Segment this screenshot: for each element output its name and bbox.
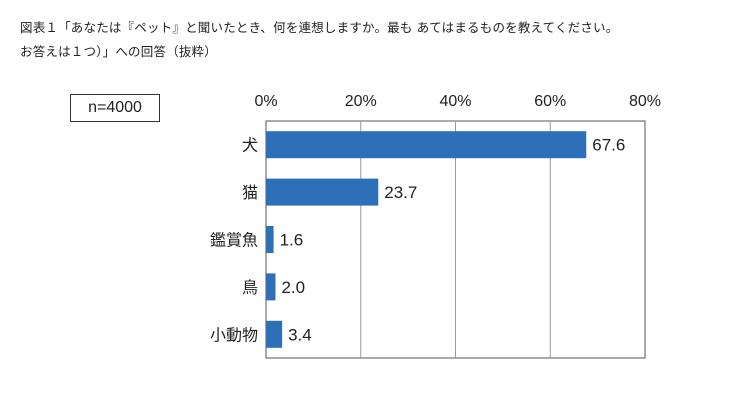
data-label: 67.6 (592, 136, 625, 155)
chart-caption-line-1: 図表１「あなたは『ペット』と聞いたとき、何を連想しますか。最も あてはまるものを… (20, 20, 619, 35)
x-axis-ticks: 0% 20% 40% 60% 80% (254, 93, 661, 110)
gridlines (360, 121, 551, 358)
category-label: 小動物 (210, 325, 258, 344)
value-labels: 67.6 23.7 1.6 2.0 3.4 (280, 136, 626, 345)
category-label: 鑑賞魚 (210, 231, 258, 250)
x-tick-label: 0% (254, 93, 277, 110)
data-label: 1.6 (280, 231, 304, 250)
data-label: 2.0 (281, 278, 305, 297)
bar (266, 226, 274, 253)
x-tick-label: 20% (345, 93, 377, 110)
x-tick-label: 60% (534, 93, 566, 110)
x-tick-label: 80% (629, 93, 661, 110)
category-label: 犬 (242, 136, 258, 155)
data-label: 23.7 (384, 183, 417, 202)
bar (266, 273, 276, 301)
category-label: 猫 (242, 183, 258, 202)
bar (266, 178, 379, 206)
bar (266, 320, 283, 348)
x-tick-label: 40% (439, 93, 471, 110)
category-label: 鳥 (242, 278, 258, 297)
bar (266, 131, 587, 159)
data-label: 3.4 (288, 325, 312, 344)
chart-caption-line-2: お答えは１つ）」への回答（抜粋） (20, 44, 217, 59)
bars (266, 131, 587, 348)
sample-size-label: n=4000 (70, 94, 160, 122)
